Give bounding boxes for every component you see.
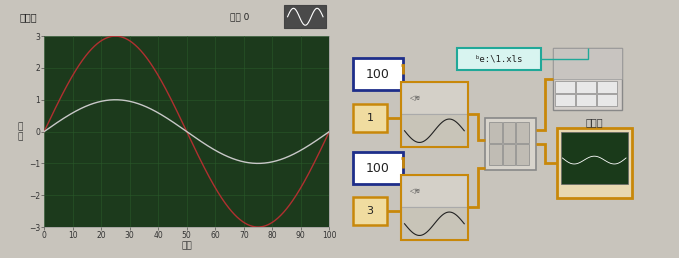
Bar [597,81,617,93]
Bar [516,122,529,143]
Text: 波形图: 波形图 [20,12,37,22]
Bar [401,207,468,240]
Text: 1: 1 [367,113,373,123]
Bar [352,197,387,225]
Bar [485,118,536,170]
Bar [502,144,515,165]
Text: ◁≋: ◁≋ [409,95,421,101]
Bar [456,48,541,70]
Bar [490,144,502,165]
Bar [352,152,403,184]
Text: ᵇe:\1.xls: ᵇe:\1.xls [475,54,523,63]
Text: ◁≋: ◁≋ [409,188,421,194]
Bar [597,94,617,106]
Bar [401,175,468,207]
Y-axis label: 幅
度: 幅 度 [18,122,23,141]
Text: 曲线 0: 曲线 0 [230,12,249,21]
Bar [553,48,622,79]
X-axis label: 时间: 时间 [181,241,192,251]
Bar [401,114,468,147]
Bar [561,132,628,184]
Bar [502,122,515,143]
Bar [490,122,502,143]
Bar [555,94,575,106]
Bar [555,81,575,93]
Bar [576,81,596,93]
Bar [401,175,468,240]
Bar [352,58,403,90]
Bar [576,94,596,106]
FancyBboxPatch shape [285,5,326,28]
Text: 100: 100 [365,162,390,174]
Text: 3: 3 [367,206,373,216]
Bar [401,82,468,114]
Bar [557,128,632,198]
Bar [516,144,529,165]
Bar [553,48,622,110]
Bar [401,82,468,147]
Text: 波形图: 波形图 [585,117,603,127]
Text: 100: 100 [365,68,390,80]
Bar [352,104,387,132]
